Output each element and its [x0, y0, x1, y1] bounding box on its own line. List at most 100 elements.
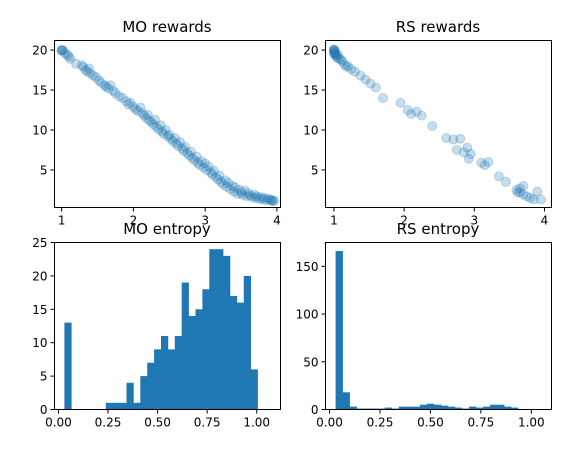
rs-rewards-point: [349, 66, 360, 77]
mo-rewards-point: [123, 99, 134, 110]
rs-rewards-point: [333, 49, 344, 60]
mo-rewards-point: [148, 119, 159, 130]
mo-entropy-bar: [133, 402, 141, 410]
rs-entropy-bar: [433, 404, 442, 410]
mo-rewards-point: [142, 109, 153, 120]
mo-rewards-point: [82, 66, 93, 77]
mo-rewards-point: [160, 124, 171, 135]
rs-rewards-point: [511, 184, 522, 195]
rs-entropy-bar: [483, 406, 491, 410]
mo-rewards-point: [237, 189, 248, 200]
rs-entropy-bar: [476, 407, 484, 410]
rs-rewards-ytick-label: 20: [303, 44, 318, 58]
mo-rewards-point: [180, 141, 191, 152]
rs-rewards-point: [371, 82, 382, 93]
rs-rewards-point: [328, 45, 339, 56]
mo-rewards-points: [56, 45, 280, 207]
rs-rewards-point: [525, 192, 536, 203]
mo-entropy-ytick-label: 0: [40, 403, 48, 417]
mo-entropy-title: MO entropy: [123, 220, 211, 238]
mo-rewards-point: [196, 156, 207, 167]
rs-rewards-point: [328, 44, 339, 55]
mo-entropy-ytick-label: 5: [40, 370, 48, 384]
rs-entropy-axes-frame: [325, 242, 552, 410]
mo-rewards-point: [236, 187, 247, 198]
rs-rewards-point: [493, 171, 504, 182]
rs-entropy-bar: [405, 406, 414, 410]
mo-rewards-ytick-label: 15: [32, 84, 47, 98]
mo-rewards-point: [192, 157, 203, 168]
mo-rewards-title: MO rewards: [122, 18, 211, 36]
mo-rewards-point: [103, 83, 114, 94]
mo-rewards-xtick-label: 2: [130, 214, 138, 228]
mo-entropy-ticks: 0.00 0.25 0.50 0.75 1.00 0 5 10 15 20 25: [32, 236, 270, 430]
rs-rewards-point: [365, 78, 376, 89]
rs-rewards-point: [329, 49, 340, 60]
rs-entropy-bar: [398, 406, 407, 410]
rs-entropy-bar: [426, 403, 435, 410]
mo-rewards-point: [137, 108, 148, 119]
mo-entropy-bar: [181, 282, 189, 410]
mo-rewards-point: [171, 138, 182, 149]
mo-entropy-bar: [195, 309, 203, 410]
rs-rewards-point: [355, 70, 366, 81]
rs-rewards-point: [416, 110, 427, 121]
mo-rewards-point: [225, 184, 236, 195]
rs-rewards-xtick-label: 2: [400, 214, 408, 228]
mo-rewards-point: [230, 182, 241, 193]
rs-entropy-ytick-label: 150: [296, 260, 319, 274]
mo-entropy-bar: [119, 402, 127, 410]
mo-entropy-bar: [202, 289, 210, 410]
rs-entropy-bar: [490, 404, 498, 410]
rs-rewards-point: [328, 46, 339, 57]
rs-rewards-point: [514, 187, 525, 198]
rs-rewards-point: [330, 47, 341, 58]
rs-entropy-bars: [335, 251, 519, 410]
mo-rewards-point: [157, 126, 168, 137]
rs-rewards-point: [465, 148, 476, 159]
mo-rewards-point: [121, 96, 132, 107]
mo-rewards-xtick-label: 1: [58, 214, 66, 228]
mo-rewards-point: [62, 49, 73, 60]
mo-rewards-point: [189, 155, 200, 166]
mo-rewards-point: [85, 68, 96, 79]
mo-rewards-point: [105, 80, 116, 91]
rs-rewards-point: [330, 50, 341, 61]
mo-entropy-bar: [140, 376, 148, 410]
mo-rewards-point: [108, 85, 119, 96]
mo-rewards-point: [162, 131, 173, 142]
mo-rewards-point: [250, 192, 261, 203]
mo-rewards-point: [218, 179, 229, 190]
rs-rewards-point: [329, 45, 340, 56]
rs-rewards-point: [346, 64, 357, 75]
rs-entropy-bar: [447, 406, 456, 410]
rs-rewards-point: [342, 61, 353, 72]
mo-rewards-point: [60, 48, 71, 59]
rs-rewards-point: [332, 53, 343, 64]
mo-rewards-point: [165, 133, 176, 144]
mo-rewards-point: [210, 172, 221, 183]
mo-rewards-point: [228, 186, 239, 197]
rs-rewards-axes-frame: [325, 40, 552, 208]
rs-entropy-bar: [412, 406, 421, 410]
rs-rewards-point: [337, 56, 348, 67]
rs-entropy-bar: [440, 405, 449, 410]
mo-rewards-point: [76, 60, 87, 71]
mo-rewards-point: [151, 121, 162, 132]
mo-entropy-panel: 0.00 0.25 0.50 0.75 1.00 0 5 10 15 20 25 MO entrop…: [32, 220, 281, 430]
rs-rewards-panel: RS rewards 1 2 3 4 5 10 15 20: [303, 18, 552, 228]
mo-rewards-point: [214, 170, 225, 181]
rs-rewards-point: [535, 194, 546, 205]
mo-entropy-bar: [147, 362, 155, 410]
mo-rewards-point: [251, 191, 262, 202]
mo-rewards-point: [172, 140, 183, 151]
mo-rewards-ytick-label: 10: [32, 123, 47, 137]
rs-entropy-ticks: 0.00 0.25 0.50 0.75 1.00 0 50 100 150: [296, 260, 545, 430]
rs-entropy-ytick-label: 0: [311, 403, 319, 417]
rs-rewards-point: [528, 194, 539, 205]
rs-rewards-point: [406, 109, 417, 120]
rs-rewards-point: [411, 106, 422, 117]
mo-entropy-bar: [236, 302, 245, 410]
mo-rewards-point: [155, 120, 166, 131]
rs-rewards-point: [500, 176, 511, 187]
